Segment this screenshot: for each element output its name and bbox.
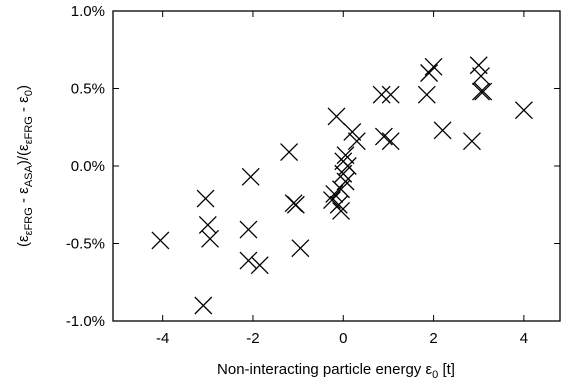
data-point xyxy=(250,256,269,275)
data-point xyxy=(347,132,366,151)
data-point xyxy=(286,195,305,214)
data-point xyxy=(381,132,400,151)
data-point xyxy=(343,122,362,141)
data-point xyxy=(327,107,346,126)
data-point xyxy=(239,220,258,239)
y-tick-label: 0.0% xyxy=(71,158,105,175)
data-point xyxy=(241,167,260,186)
data-point xyxy=(469,56,488,75)
data-point xyxy=(332,180,350,199)
x-tick-label: -4 xyxy=(156,330,169,347)
y-tick-label: 1.0% xyxy=(71,3,105,20)
data-point xyxy=(332,201,350,220)
plot-frame xyxy=(112,10,561,322)
data-point xyxy=(336,146,355,165)
data-point xyxy=(462,132,481,151)
data-point xyxy=(372,85,391,104)
data-point xyxy=(280,143,299,162)
data-point xyxy=(514,101,533,120)
data-point xyxy=(381,85,400,104)
x-tick-label: 2 xyxy=(429,330,437,347)
x-tick-label: -2 xyxy=(246,330,259,347)
axis-ticks xyxy=(113,10,560,322)
y-tick-label: -0.5% xyxy=(66,236,105,253)
data-point xyxy=(338,157,357,175)
data-point xyxy=(417,85,436,104)
data-points xyxy=(151,56,533,315)
data-point xyxy=(196,189,215,208)
data-point xyxy=(329,195,348,214)
data-point xyxy=(291,239,310,258)
x-tick-label: 4 xyxy=(520,330,528,347)
y-tick-label: -1.0% xyxy=(66,313,105,330)
data-point xyxy=(420,64,439,82)
data-point xyxy=(151,231,170,250)
data-point xyxy=(336,172,355,191)
axis-tick-labels: -4 -2 0 2 4 -1.0% -0.5% 0.0% 0.5% 1.0% xyxy=(66,3,528,347)
data-point xyxy=(424,57,443,76)
data-point xyxy=(201,229,220,248)
data-point xyxy=(472,82,490,101)
x-tick-label: 0 xyxy=(339,330,347,347)
data-point xyxy=(334,164,353,183)
y-axis-label: (εεFRG - εASA)/(εεFRG - ε0) xyxy=(15,85,35,247)
data-point xyxy=(433,121,452,140)
x-axis-label: Non-interacting particle energy ε0 [t] xyxy=(217,361,455,381)
data-point xyxy=(194,296,213,315)
data-point xyxy=(474,82,493,101)
y-tick-label: 0.5% xyxy=(71,81,105,98)
data-point xyxy=(239,251,258,270)
data-point xyxy=(472,67,490,86)
